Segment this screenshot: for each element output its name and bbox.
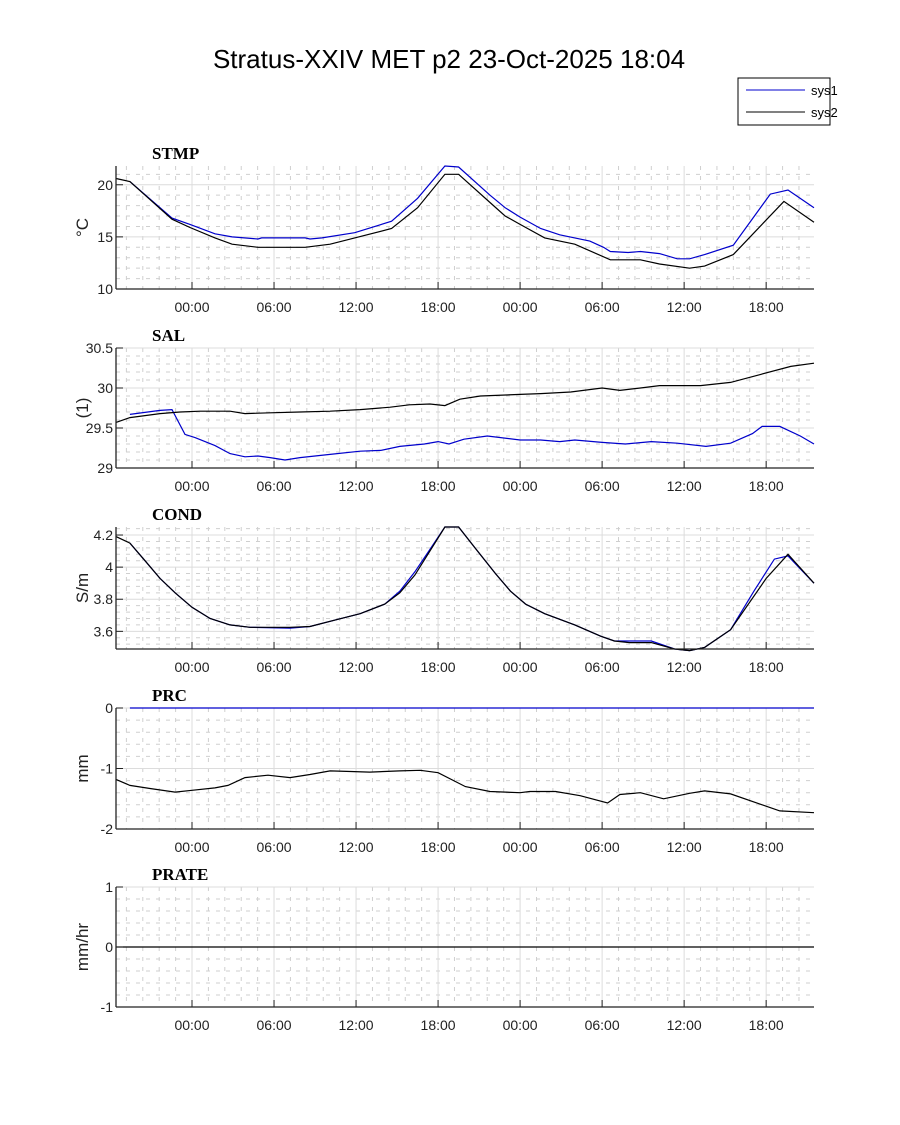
x-tick-label: 00:00 — [174, 659, 209, 675]
x-tick-label: 18:00 — [749, 1017, 784, 1033]
x-tick-label: 12:00 — [339, 478, 374, 494]
x-tick-label: 12:00 — [339, 299, 374, 315]
y-axis-label: °C — [73, 218, 92, 237]
x-tick-label: 12:00 — [667, 1017, 702, 1033]
y-tick-label: 0 — [105, 700, 113, 716]
x-tick-label: 06:00 — [257, 1017, 292, 1033]
panel-title: PRC — [152, 686, 187, 705]
panel-stmp: 00:00 06:00 12:00 18:00 00:00 06:00 12:00 18:00… — [73, 144, 815, 315]
series-line-sal-sys1 — [129, 408, 815, 461]
y-axis-label: (1) — [73, 398, 92, 419]
series-line-stmp-sys1 — [129, 165, 815, 260]
x-tick-label: 12:00 — [667, 478, 702, 494]
series-line-sal-sys2 — [115, 362, 815, 423]
x-tick-label: 18:00 — [749, 299, 784, 315]
y-tick-label: 29.5 — [86, 420, 113, 436]
x-tick-label: 06:00 — [257, 299, 292, 315]
x-tick-label: 12:00 — [339, 1017, 374, 1033]
x-tick-label: 18:00 — [421, 659, 456, 675]
series-line-cond-sys1 — [129, 526, 815, 652]
x-tick-label: 06:00 — [585, 659, 620, 675]
x-tick-label: 06:00 — [585, 1017, 620, 1033]
x-tick-label: 18:00 — [421, 1017, 456, 1033]
x-tick-label: 00:00 — [174, 299, 209, 315]
x-tick-label: 00:00 — [174, 478, 209, 494]
y-tick-label: 4 — [105, 559, 113, 575]
y-tick-label: 20 — [97, 177, 113, 193]
x-tick-label: 12:00 — [667, 839, 702, 855]
x-tick-label: 00:00 — [503, 299, 538, 315]
panel-sal: 00:00 06:00 12:00 18:00 00:00 06:00 12:00 18:00… — [73, 326, 815, 494]
y-axis-label: mm — [73, 754, 92, 782]
y-tick-label: 0 — [105, 939, 113, 955]
x-tick-label: 12:00 — [667, 299, 702, 315]
y-tick-label: 10 — [97, 281, 113, 297]
y-tick-label: 3.8 — [94, 591, 114, 607]
y-tick-label: -1 — [101, 761, 114, 777]
legend-label-sys2: sys2 — [811, 105, 838, 120]
y-tick-label: 15 — [97, 229, 113, 245]
legend-label-sys1: sys1 — [811, 83, 838, 98]
y-axis-label: mm/hr — [73, 923, 92, 972]
x-tick-label: 18:00 — [421, 478, 456, 494]
panel-title: SAL — [152, 326, 185, 345]
y-tick-label: 3.6 — [94, 623, 114, 639]
legend-box — [737, 77, 831, 126]
panel-prc: 00:00 06:00 12:00 18:00 00:00 06:00 12:00 18:00… — [73, 686, 815, 855]
y-tick-label: 30.5 — [86, 340, 113, 356]
panel-title: STMP — [152, 144, 199, 163]
x-tick-label: 06:00 — [585, 478, 620, 494]
x-tick-label: 18:00 — [749, 659, 784, 675]
panel-prate: 00:00 06:00 12:00 18:00 00:00 06:00 12:00 18:00… — [73, 865, 814, 1033]
x-tick-label: 00:00 — [503, 1017, 538, 1033]
legend: sys1 sys2 — [737, 77, 838, 126]
x-tick-label: 06:00 — [257, 839, 292, 855]
y-tick-label: 30 — [97, 380, 113, 396]
y-tick-label: 4.2 — [94, 527, 114, 543]
x-tick-label: 18:00 — [749, 839, 784, 855]
figure-title: Stratus-XXIV MET p2 23-Oct-2025 18:04 — [213, 44, 685, 74]
y-tick-label: 29 — [97, 460, 113, 476]
x-tick-label: 18:00 — [421, 299, 456, 315]
x-tick-label: 00:00 — [503, 839, 538, 855]
x-tick-label: 18:00 — [421, 839, 456, 855]
y-tick-label: -1 — [101, 999, 114, 1015]
series-line-stmp-sys2 — [115, 173, 815, 269]
panel-cond: 00:00 06:00 12:00 18:00 00:00 06:00 12:00 18:00… — [73, 505, 815, 675]
x-tick-label: 06:00 — [257, 478, 292, 494]
x-tick-label: 06:00 — [257, 659, 292, 675]
x-tick-label: 00:00 — [174, 1017, 209, 1033]
x-tick-label: 00:00 — [503, 659, 538, 675]
x-tick-label: 06:00 — [585, 839, 620, 855]
x-tick-label: 00:00 — [503, 478, 538, 494]
series-line-cond-sys2 — [115, 526, 815, 652]
x-tick-label: 06:00 — [585, 299, 620, 315]
x-tick-label: 12:00 — [339, 659, 374, 675]
x-tick-label: 18:00 — [749, 478, 784, 494]
panel-title: PRATE — [152, 865, 208, 884]
panel-title: COND — [152, 505, 202, 524]
x-tick-label: 12:00 — [339, 839, 374, 855]
y-tick-label: 1 — [105, 879, 113, 895]
y-tick-label: -2 — [101, 821, 114, 837]
x-tick-label: 12:00 — [667, 659, 702, 675]
y-axis-label: S/m — [73, 573, 92, 603]
x-tick-label: 00:00 — [174, 839, 209, 855]
series-line-prc-sys2 — [115, 769, 815, 814]
